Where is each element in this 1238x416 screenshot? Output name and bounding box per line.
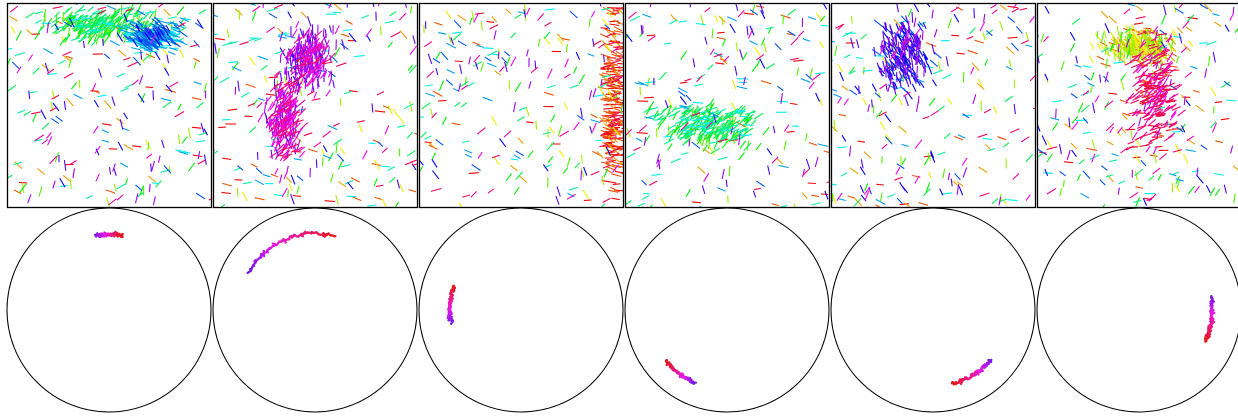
arrows xyxy=(849,9,1002,206)
arrows xyxy=(424,7,611,191)
arrows xyxy=(27,3,207,206)
phase-circle xyxy=(830,207,1036,413)
arrows xyxy=(40,13,208,188)
arrows xyxy=(213,11,391,207)
phase-circle xyxy=(624,207,830,413)
arrow-field xyxy=(419,3,623,207)
arrows xyxy=(9,8,171,183)
arrows xyxy=(835,7,1035,197)
panel-frame xyxy=(418,2,625,209)
arrows xyxy=(1043,35,1237,195)
arrows xyxy=(634,13,829,192)
arrows xyxy=(1050,3,1220,199)
arrows xyxy=(626,15,821,207)
arrows xyxy=(831,32,1033,205)
panel-frame xyxy=(212,2,419,209)
arrows xyxy=(473,7,620,173)
arrows xyxy=(31,5,211,201)
arrows xyxy=(832,41,1008,205)
arrows xyxy=(636,12,829,204)
arrows xyxy=(833,15,1029,202)
panel-frame xyxy=(1036,2,1238,209)
arrows xyxy=(425,11,601,198)
arrow-field xyxy=(625,3,829,207)
arrows xyxy=(831,4,1015,207)
arrows xyxy=(836,3,1035,202)
arrows xyxy=(16,3,156,182)
arrows xyxy=(642,3,819,180)
arrows xyxy=(18,27,203,184)
arrows xyxy=(849,15,1023,205)
arrows xyxy=(837,4,1035,180)
arrows xyxy=(464,18,623,188)
arrows xyxy=(1040,28,1236,204)
arrows xyxy=(633,53,829,191)
arrows xyxy=(716,5,829,207)
arrows xyxy=(831,32,1018,202)
arrow-field xyxy=(7,3,211,207)
arrows xyxy=(28,27,207,176)
arrows xyxy=(239,4,417,188)
arrows xyxy=(1037,14,1231,181)
trace xyxy=(1204,339,1208,343)
arrows xyxy=(423,13,621,200)
arrows xyxy=(1037,5,1230,206)
arrows xyxy=(232,11,413,207)
arrow-field xyxy=(213,3,417,207)
arrows xyxy=(419,17,609,195)
arrows xyxy=(419,51,611,180)
arrows xyxy=(660,12,825,207)
arrows xyxy=(625,6,821,176)
arrows xyxy=(1037,4,1227,194)
arrows xyxy=(423,4,605,186)
arrows xyxy=(432,10,611,171)
arrows xyxy=(640,3,811,198)
arrows xyxy=(219,7,414,185)
arrows xyxy=(274,3,417,190)
panel xyxy=(624,2,831,413)
arrow-field xyxy=(1037,3,1238,207)
arrows xyxy=(13,19,202,195)
arrows xyxy=(641,3,813,187)
arrows xyxy=(237,12,384,182)
arrows xyxy=(226,9,413,205)
arrows xyxy=(430,7,623,203)
arrows xyxy=(458,30,603,181)
arrows xyxy=(213,3,416,205)
panel-frame xyxy=(6,2,213,209)
panel-frame xyxy=(624,2,831,209)
arrows xyxy=(1037,3,1231,186)
arrows xyxy=(647,4,813,177)
arrows xyxy=(222,20,417,202)
arrows xyxy=(626,3,829,200)
arrows xyxy=(428,6,623,193)
arrows xyxy=(656,28,815,182)
panel xyxy=(1036,2,1238,413)
arrow-field xyxy=(831,3,1035,207)
panel xyxy=(830,2,1037,413)
panel xyxy=(212,2,419,413)
arrows xyxy=(625,17,829,195)
arrows xyxy=(242,56,405,207)
phase-circle xyxy=(418,207,624,413)
phase-circle xyxy=(212,207,418,413)
phase-circle xyxy=(6,207,212,413)
panel xyxy=(6,2,213,413)
arrows xyxy=(9,3,179,206)
arrows xyxy=(213,3,338,205)
arrows xyxy=(831,27,1034,207)
panel-frame xyxy=(830,2,1037,209)
arrows xyxy=(1046,16,1183,153)
arrows xyxy=(625,8,797,206)
arrows xyxy=(420,13,606,207)
arrows xyxy=(215,37,386,203)
phase-circle xyxy=(1036,207,1238,413)
arrows xyxy=(216,5,413,198)
arrows xyxy=(838,6,1007,207)
panel xyxy=(418,2,625,413)
arrows xyxy=(425,3,605,205)
